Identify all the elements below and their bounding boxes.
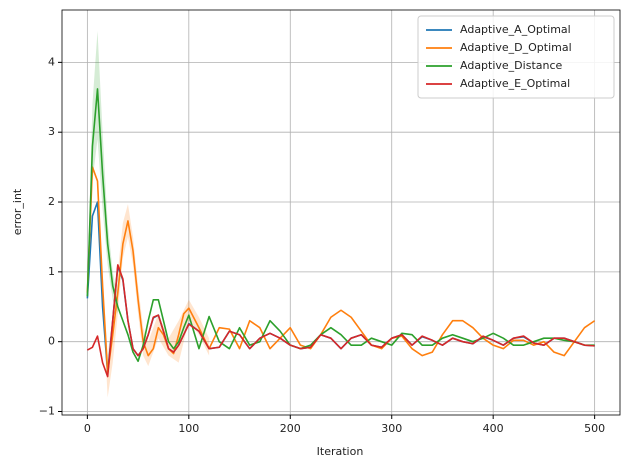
y-tick-label: −1: [39, 405, 55, 418]
series-line: [86, 264, 595, 378]
legend-box: [417, 15, 615, 99]
x-tick-label: 300: [381, 422, 402, 435]
x-axis-label: Iteration: [317, 445, 364, 458]
confidence-band: [102, 204, 210, 398]
plot-frame: [61, 9, 621, 416]
legend-label: Adaptive_E_Optimal: [460, 77, 570, 90]
legend-label: Adaptive_A_Optimal: [460, 23, 571, 36]
x-tick-label: 500: [584, 422, 605, 435]
legend-label: Adaptive_Distance: [460, 59, 563, 72]
x-tick-label: 0: [84, 422, 91, 435]
series-line: [86, 88, 595, 363]
y-axis-label: error_int: [11, 188, 24, 235]
series-line: [86, 166, 596, 374]
legend-label: Adaptive_D_Optimal: [460, 41, 572, 54]
y-tick-label: 4: [48, 55, 55, 68]
x-tick-label: 400: [483, 422, 504, 435]
y-tick-label: 0: [48, 335, 55, 348]
series-line: [86, 201, 595, 374]
y-tick-label: 1: [48, 265, 55, 278]
legend: Adaptive_A_Optimal Adaptive_D_Optimal Adap…: [417, 15, 615, 99]
y-tick-label: 2: [48, 195, 55, 208]
y-tick-label: 3: [48, 125, 55, 138]
x-tick-label: 100: [178, 422, 199, 435]
x-tick-label: 200: [280, 422, 301, 435]
